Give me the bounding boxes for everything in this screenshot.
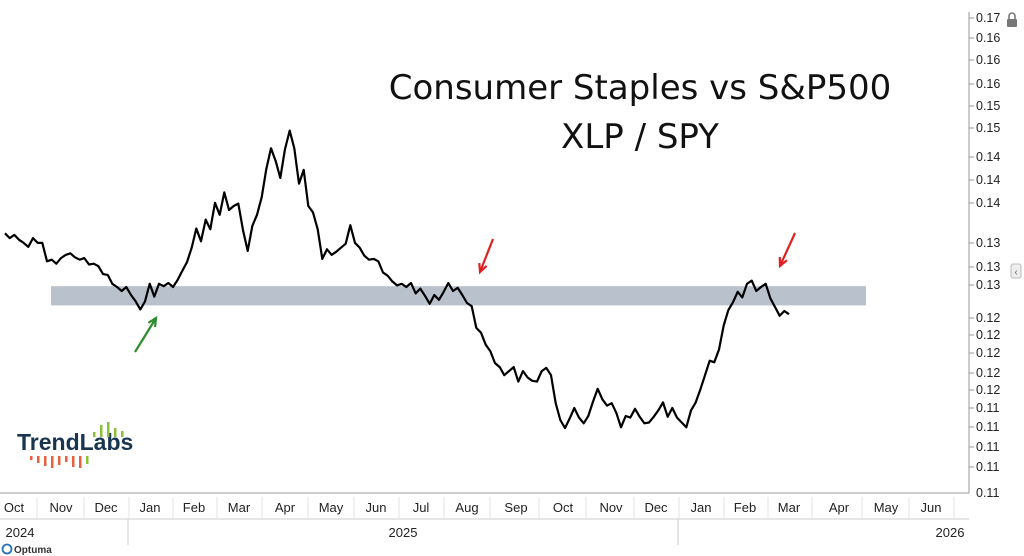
year-label: 2024 [6,525,35,540]
x-tick-label: Dec [94,500,118,515]
y-tick-label: 0.11 [976,401,999,415]
logo-bars-icon [30,422,124,468]
logo-bar [37,456,40,463]
logo-text: TrendLabs [17,429,133,455]
logo-bar [121,431,124,437]
y-tick-label: 0.14 [976,150,1000,164]
x-tick-label: Apr [275,500,296,515]
y-tick-label: 0.12 [976,311,1000,325]
x-axis-ticks: Oct Nov Dec Jan Feb Mar Apr May Jun Jul Aug Sep Oct N… [4,497,955,518]
logo-bar [100,425,103,437]
scroll-handle-chevron-icon: ‹ [1014,267,1017,278]
x-tick-label: Feb [183,500,205,515]
y-tick-label: 0.14 [976,196,1000,210]
annotation-arrow [134,315,158,353]
y-tick-label: 0.13 [976,278,1000,292]
support-band [51,286,866,306]
year-label: 2026 [936,525,965,540]
y-tick-label: 0.13 [976,260,1000,274]
y-tick-label: 0.12 [976,328,1000,342]
optuma-icon [1,543,13,555]
logo-bar [65,456,68,462]
y-tick-label: 0.11 [976,486,999,500]
logo-bar [51,456,54,468]
y-tick-label: 0.12 [976,366,1000,380]
x-tick-label: Mar [778,500,801,515]
scroll-handle[interactable] [1010,263,1022,279]
lock-icon[interactable] [1007,12,1017,27]
optuma-badge: Optuma [1,543,52,556]
logo-bar [114,428,117,437]
annotation-arrows [134,232,797,353]
y-tick-label: 0.12 [976,346,1000,360]
x-tick-label: Dec [644,500,668,515]
x-tick-label: Mar [228,500,251,515]
year-label: 2025 [389,525,418,540]
year-axis: 2024 2025 2026 [6,519,965,545]
x-tick-label: Oct [553,500,574,515]
annotation-arrow [478,238,495,275]
optuma-text: Optuma [14,545,52,556]
logo-bar [30,456,33,460]
x-tick-label: Apr [829,500,850,515]
y-tick-label: 0.15 [976,121,1000,135]
x-tick-label: Aug [455,500,478,515]
x-tick-label: Nov [599,500,623,515]
y-tick-label: 0.12 [976,383,1000,397]
chart-subtitle: XLP / SPY [561,117,719,157]
logo-bar [93,432,96,437]
y-tick-label: 0.16 [976,53,1000,67]
y-tick-label: 0.16 [976,31,1000,45]
x-tick-label: Jun [366,500,387,515]
y-axis-ticks: 0.17 0.16 0.16 0.16 0.15 0.15 0.14 0.14 0.14 0.13… [969,11,1000,500]
logo-bar [107,422,110,437]
y-tick-label: 0.17 [976,11,1000,25]
x-tick-label: Jul [413,500,430,515]
x-tick-label: May [319,500,344,515]
x-tick-label: Jan [140,500,161,515]
x-tick-label: Nov [49,500,73,515]
trendlabs-logo: TrendLabs [17,422,133,468]
logo-bar [58,456,61,465]
x-tick-label: Sep [504,500,527,515]
y-tick-label: 0.13 [976,236,1000,250]
logo-bar [79,456,82,468]
x-tick-label: Oct [4,500,25,515]
y-tick-label: 0.15 [976,99,1000,113]
x-tick-label: Jan [691,500,712,515]
logo-bar [72,456,75,467]
chart-title: Consumer Staples vs S&P500 [389,68,892,108]
y-tick-label: 0.16 [976,77,1000,91]
annotation-arrow [778,232,797,269]
x-tick-label: Jun [921,500,942,515]
x-tick-label: Feb [734,500,756,515]
y-tick-label: 0.11 [976,440,999,454]
y-tick-label: 0.11 [976,420,999,434]
y-tick-label: 0.11 [976,460,999,474]
logo-bar [44,456,47,466]
y-tick-label: 0.14 [976,173,1000,187]
x-tick-label: May [874,500,899,515]
logo-bar [86,456,89,464]
series-line [4,129,790,430]
